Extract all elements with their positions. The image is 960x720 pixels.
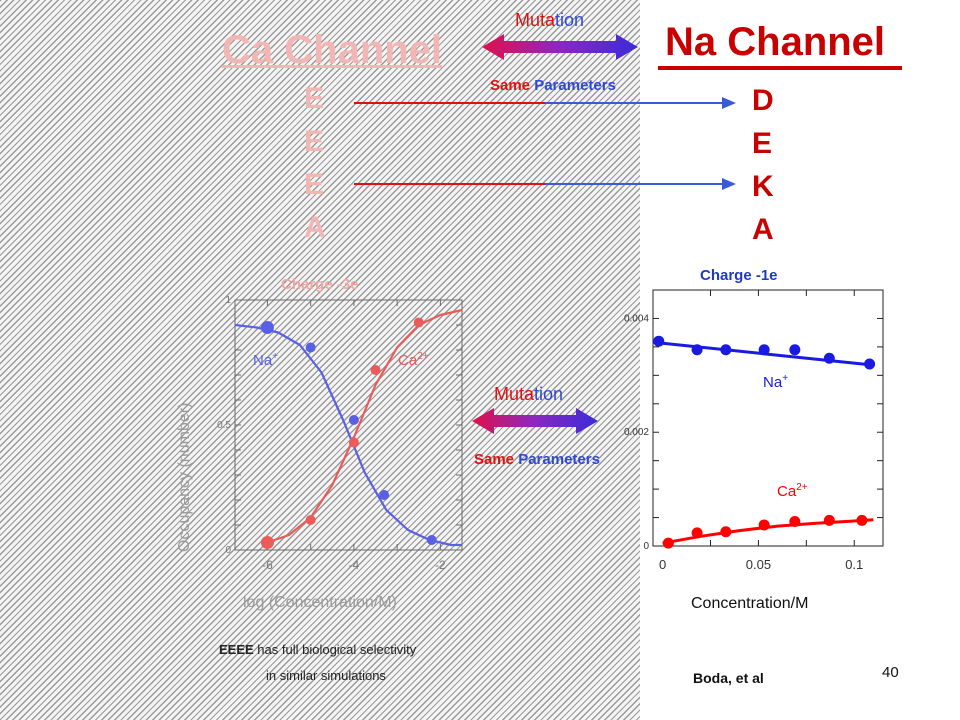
left-chart: -6 -4 -2 0 0.5 1 Na+ Ca2+ (217, 295, 463, 572)
plot-frame (652, 289, 884, 547)
data-point-ca (758, 519, 770, 531)
data-point-ca (370, 365, 381, 375)
data-point-ca (305, 515, 316, 525)
left-chart-xlabel: log (Concentration/M) (243, 594, 397, 611)
na-residue-1: D (752, 84, 774, 117)
page-number: 40 (882, 664, 899, 681)
data-point-ca (662, 537, 674, 549)
data-point-na (720, 344, 732, 356)
na-residue-2: E (752, 127, 773, 160)
y-tick-label: 0 (225, 545, 231, 556)
ca-residue-4: A (304, 211, 326, 244)
data-point-ca (348, 437, 359, 448)
fit-line-ca (267, 308, 463, 544)
data-point-ca (413, 317, 424, 328)
connector-arrow-e-to-d (354, 97, 736, 109)
series-label-ca: Ca2+ (398, 351, 429, 369)
data-point-na (823, 352, 835, 364)
left-chart-ylabel: Occupancy (number) (176, 402, 193, 552)
data-point-ca (789, 516, 801, 528)
x-tick-label: -2 (435, 558, 446, 572)
data-point-na (758, 344, 770, 356)
y-tick-label: 0.004 (624, 313, 649, 324)
ca-residue-3: E (304, 168, 325, 201)
na-residue-3: K (752, 170, 774, 203)
ca-residue-2: E (304, 125, 325, 158)
mutation-arrow-top (482, 34, 638, 60)
mutation-label-top: Mutation (515, 10, 585, 30)
right-chart-title: Charge -1e (700, 267, 778, 284)
na-channel-title: Na Channel (665, 20, 886, 64)
na-title-underline (658, 66, 902, 70)
data-point-na (653, 335, 665, 347)
na-residue-4: A (752, 213, 774, 246)
data-point-ca (823, 514, 835, 526)
citation: Boda, et al (693, 670, 764, 686)
ca-residue-1: E (304, 82, 325, 115)
mutation-arrow-middle (472, 408, 598, 434)
hatched-background (0, 0, 640, 720)
y-tick-label: 0.5 (217, 420, 231, 431)
series-label-na: Na+ (763, 373, 788, 391)
data-point-na (691, 344, 703, 356)
left-chart-title: Charge -3e (281, 276, 359, 293)
data-point-na (864, 358, 876, 370)
mutation-label-middle: Mutation (494, 384, 564, 404)
data-point-ca (691, 527, 703, 539)
data-point-na (426, 535, 437, 545)
data-point-na (348, 415, 359, 425)
y-tick-label: 0 (643, 541, 649, 552)
data-point-na (789, 344, 801, 356)
right-chart: 0 0.05 0.1 0 0.002 0.004 Na+ Ca2+ (624, 289, 884, 572)
connector-arrow-e-to-k (354, 178, 736, 190)
data-point-na (305, 342, 316, 353)
plot-frame (234, 299, 463, 551)
ca-channel-title: Ca Channel (222, 28, 443, 72)
data-point-ca (856, 514, 868, 526)
data-point-na (260, 321, 274, 334)
y-tick-label: 0.002 (624, 427, 649, 438)
x-tick-label: 0.1 (845, 557, 863, 572)
data-point-ca (720, 526, 732, 538)
series-label-ca: Ca2+ (777, 482, 808, 500)
caption-line-2: in similar simulations (266, 668, 386, 683)
x-tick-label: 0.05 (746, 557, 771, 572)
right-chart-xlabel: Concentration/M (691, 595, 809, 612)
x-tick-label: -4 (349, 558, 360, 572)
x-tick-label: -6 (262, 558, 273, 572)
data-point-na (379, 490, 390, 500)
x-tick-label: 0 (659, 557, 666, 572)
same-parameters-middle: Same Parameters (474, 451, 600, 468)
y-tick-label: 1 (225, 295, 231, 306)
series-label-na: Na+ (253, 351, 278, 369)
data-point-ca (260, 536, 274, 549)
same-parameters-top: Same Parameters (490, 77, 616, 94)
caption-line-1: EEEE has full biological selectivity (219, 642, 417, 657)
